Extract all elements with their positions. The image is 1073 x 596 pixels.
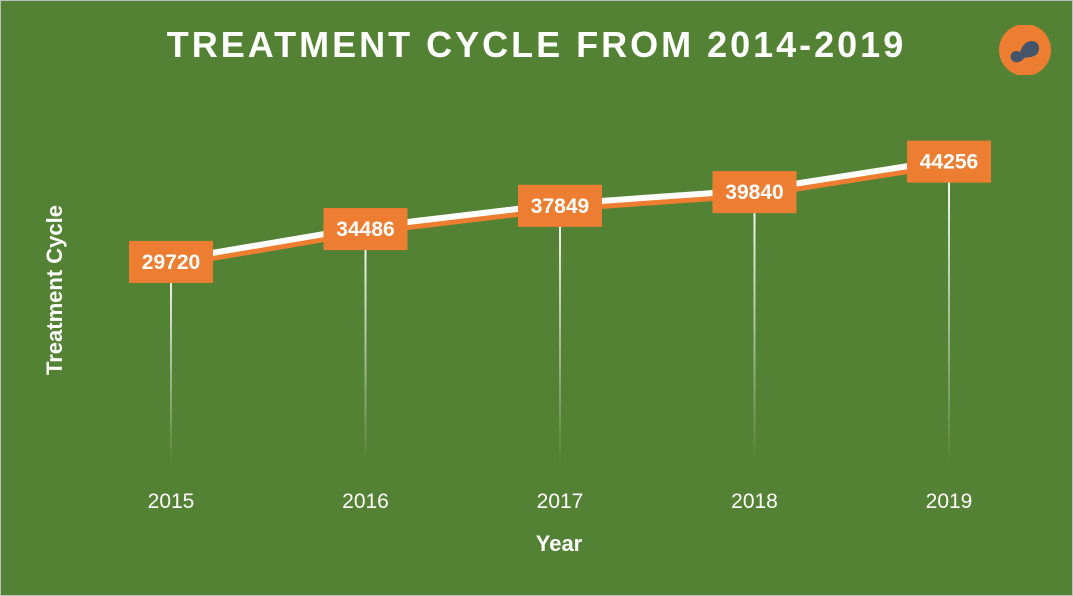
x-tick-label: 2018 bbox=[731, 490, 778, 513]
data-label: 37849 bbox=[518, 184, 602, 227]
data-label-box bbox=[907, 140, 991, 183]
x-tick-label: 2015 bbox=[148, 490, 195, 513]
x-tick-label: 2016 bbox=[342, 490, 389, 513]
x-axis-title: Year bbox=[536, 531, 583, 556]
data-label-box bbox=[323, 208, 408, 251]
data-label-text: 37849 bbox=[531, 195, 589, 218]
logo-mark bbox=[1010, 41, 1040, 63]
data-label-text: 29720 bbox=[142, 251, 200, 274]
drop-line bbox=[948, 159, 950, 465]
data-label-text: 39840 bbox=[725, 181, 783, 204]
drop-line bbox=[559, 203, 561, 465]
x-tick-label: 2017 bbox=[537, 490, 584, 513]
data-label: 29720 bbox=[129, 240, 213, 283]
data-label: 39840 bbox=[712, 171, 797, 214]
logo-icon bbox=[999, 25, 1051, 75]
x-axis-ticks: 2015 2016 2017 2018 2019 bbox=[148, 490, 973, 513]
drop-line bbox=[170, 259, 172, 465]
data-label: 34486 bbox=[323, 208, 408, 251]
data-label-box bbox=[518, 184, 602, 227]
y-axis-title: Treatment Cycle bbox=[42, 205, 67, 375]
data-labels: 29720 34486 37849 39840 44256 bbox=[129, 140, 991, 283]
x-tick-label: 2019 bbox=[926, 490, 973, 513]
data-label-text: 44256 bbox=[920, 151, 978, 174]
drop-line bbox=[364, 227, 367, 465]
data-label-box bbox=[129, 240, 213, 283]
drop-lines bbox=[170, 159, 950, 465]
chart-title: TREATMENT CYCLE FROM 2014-2019 bbox=[166, 24, 907, 65]
data-label-box bbox=[712, 171, 797, 214]
data-label: 44256 bbox=[907, 140, 991, 183]
data-label-text: 34486 bbox=[336, 218, 394, 241]
drop-line bbox=[753, 190, 756, 465]
